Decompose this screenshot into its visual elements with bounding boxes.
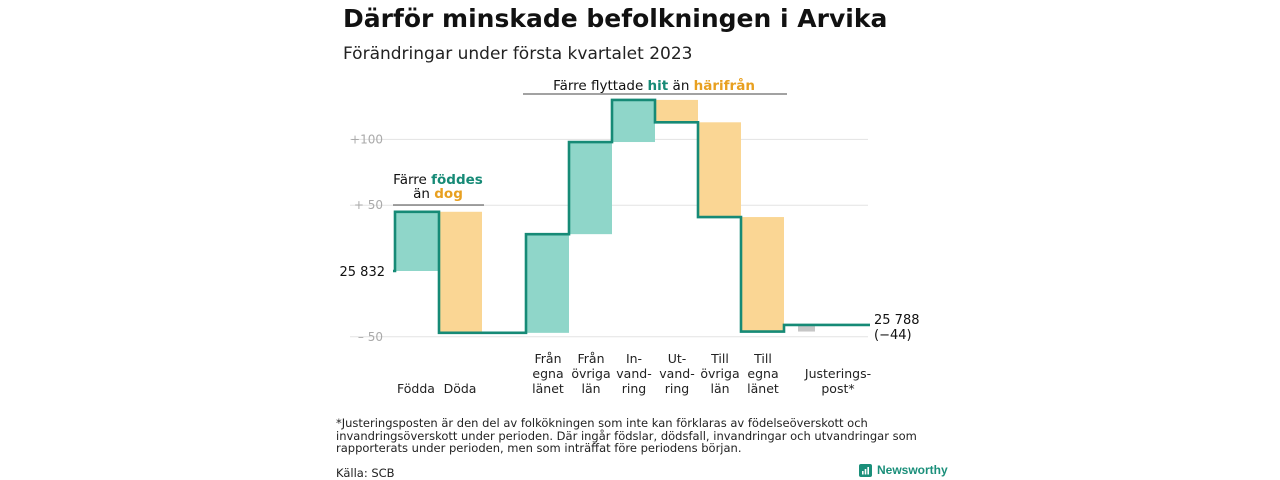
category-label: Födda <box>397 381 435 396</box>
bar <box>741 217 784 332</box>
annotation-births-deaths-line2: än dog <box>413 186 463 202</box>
category-label: egna <box>532 366 563 381</box>
category-label: övriga <box>571 366 610 381</box>
chart-subtitle: Förändringar under första kvartalet 2023 <box>343 44 693 64</box>
category-label: län <box>710 381 729 396</box>
bar <box>569 142 612 235</box>
category-label: län <box>581 381 600 396</box>
cumulative-line <box>393 98 870 335</box>
category-label: länet <box>747 381 779 396</box>
annotation-text: Färre flyttade <box>553 78 647 94</box>
category-label: Från <box>577 351 604 366</box>
bar <box>698 122 741 218</box>
end-change-label: (−44) <box>874 328 912 343</box>
annotation-births-deaths-line1: Färre föddes <box>393 172 483 188</box>
annotation-migration: Färre flyttade hit än härifrån <box>553 77 755 94</box>
category-label: In- <box>626 351 642 366</box>
annotation-text: än <box>413 186 434 202</box>
category-label: post* <box>821 381 854 396</box>
category-label: Till <box>710 351 729 366</box>
bar <box>655 99 698 123</box>
brand-name: Newsworthy <box>877 463 948 477</box>
category-label: Till <box>753 351 772 366</box>
annotation-text: än <box>668 78 693 94</box>
category-label: vand- <box>616 366 651 381</box>
start-value-label: 25 832 <box>340 265 386 280</box>
source-label: Källa: SCB <box>336 466 395 480</box>
category-label: länet <box>532 381 564 396</box>
annotation-teal-word: hit <box>648 78 669 94</box>
bar <box>395 211 438 271</box>
y-tick-label: – 50 <box>358 330 383 344</box>
annotation-teal-word: föddes <box>431 172 483 188</box>
annotation-text: Färre <box>393 172 431 188</box>
y-tick-label: + 50 <box>354 198 383 212</box>
category-label: egna <box>747 366 778 381</box>
category-label: Döda <box>444 381 477 396</box>
bar <box>526 234 569 333</box>
category-label: Justerings- <box>804 366 871 381</box>
chart-title: Därför minskade befolkningen i Arvika <box>343 4 888 33</box>
bar <box>798 324 815 332</box>
y-tick-label: +100 <box>350 132 383 146</box>
newsworthy-logo-icon <box>859 463 872 477</box>
annotation-orange-word: dog <box>434 186 463 202</box>
category-label: vand- <box>659 366 694 381</box>
brand: Newsworthy <box>859 463 948 477</box>
category-label: Från <box>534 351 561 366</box>
bar <box>439 211 482 333</box>
category-label: ring <box>622 381 646 396</box>
end-value-label: 25 788 <box>874 313 920 328</box>
annotation-orange-word: härifrån <box>694 77 755 94</box>
category-label: Ut- <box>668 351 687 366</box>
category-label: övriga <box>700 366 739 381</box>
category-label: ring <box>665 381 689 396</box>
bar <box>612 99 655 143</box>
footnote: *Justeringsposten är den del av folkökni… <box>336 416 917 455</box>
